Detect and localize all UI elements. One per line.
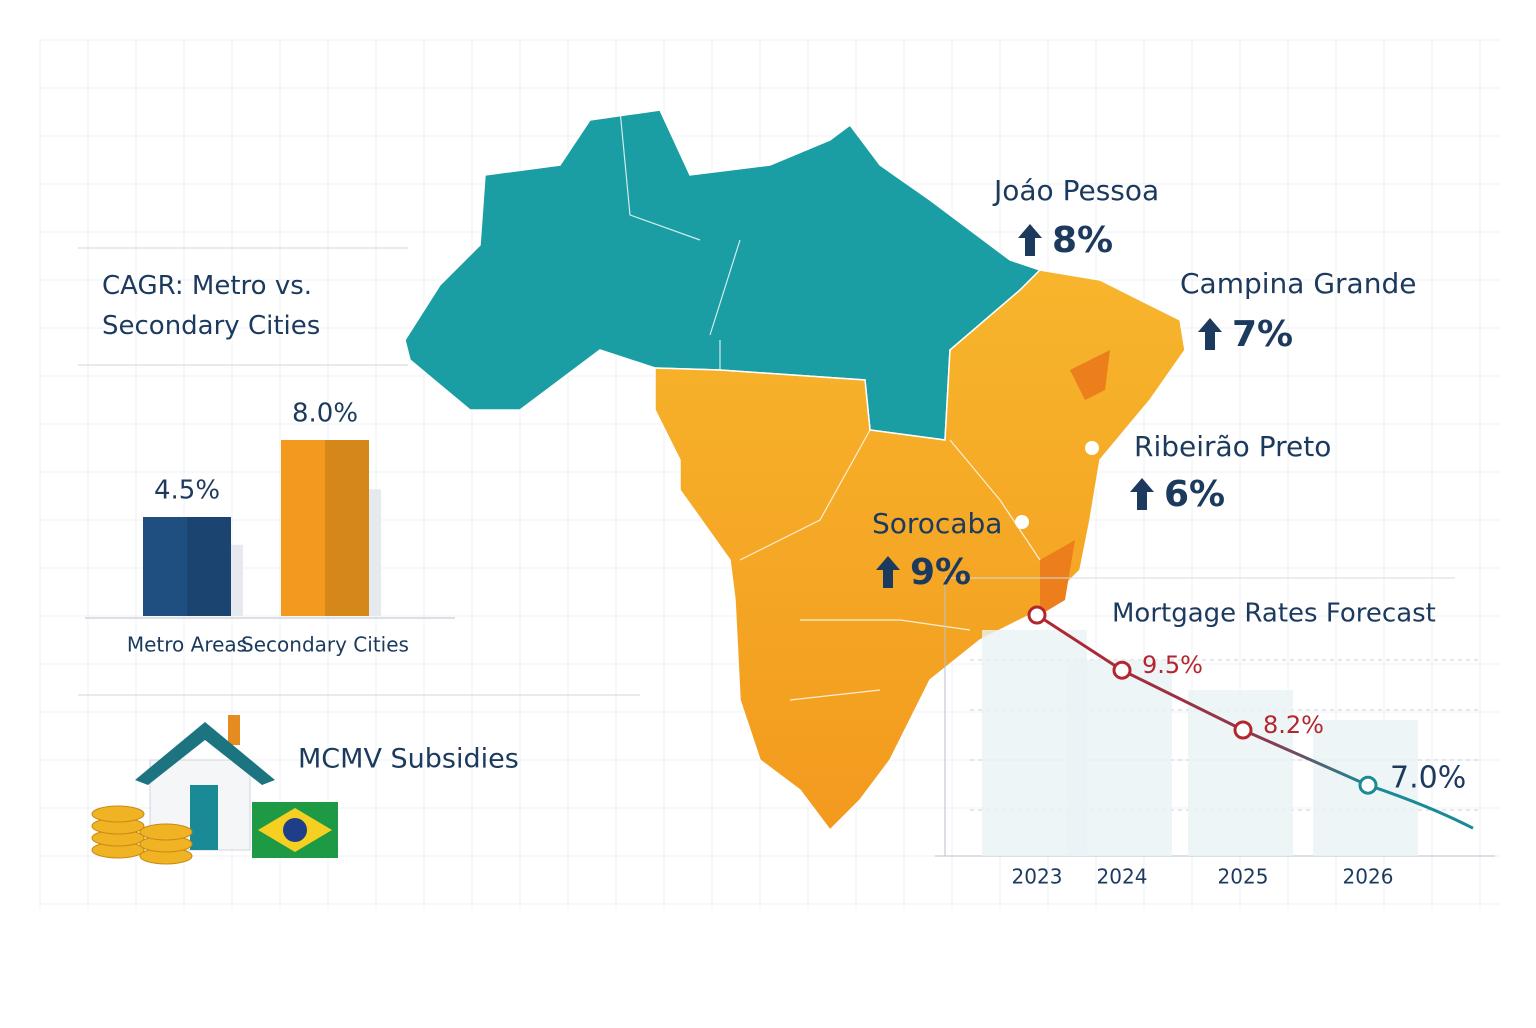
x-tick-label: Metro Areas (127, 633, 247, 657)
city-growth: 6% (1164, 474, 1225, 515)
x-tick-label: Secondary Cities (241, 633, 409, 657)
city-name: Joáo Pessoa (992, 174, 1159, 207)
x-tick-label: 2026 (1343, 865, 1394, 889)
city-dot (1085, 441, 1099, 455)
x-tick-label: 2023 (1012, 865, 1063, 889)
city-name: Ribeirão Preto (1134, 430, 1331, 463)
bar-shade (187, 517, 231, 616)
value-label: 4.5% (154, 476, 220, 506)
state-borders (619, 109, 1041, 701)
value-label: 7.0% (1390, 761, 1466, 796)
up-arrow (876, 556, 900, 588)
value-label: 8.0% (292, 399, 358, 429)
data-point (1027, 605, 1047, 625)
city-growth: 7% (1232, 314, 1293, 355)
city-name: Campina Grande (1180, 267, 1416, 300)
data-point (1233, 720, 1253, 740)
rate-line (1036, 613, 1369, 787)
chart-title: CAGR: Metro vs. Secondary Cities (102, 271, 320, 341)
city-growth: 9% (910, 552, 971, 593)
up-arrow (1130, 478, 1154, 510)
bg-bar (1067, 660, 1172, 856)
city-name: Sorocaba (872, 507, 1002, 540)
bar (143, 517, 231, 616)
value-label: 9.5% (1142, 651, 1203, 679)
bg-bar (1188, 690, 1293, 856)
bar-shade (325, 440, 369, 616)
city-dot (1015, 515, 1029, 529)
data-point (1112, 660, 1132, 680)
title-line: CAGR: Metro vs. (102, 271, 312, 301)
subsidies-label: MCMV Subsidies (298, 744, 519, 775)
house-icon (91, 715, 338, 865)
up-arrow (1018, 224, 1042, 256)
bar (281, 440, 369, 616)
value-label: 8.2% (1263, 711, 1324, 739)
up-arrow (1198, 318, 1222, 350)
chart-title: Mortgage Rates Forecast (1112, 599, 1436, 629)
brazil-map (404, 109, 1186, 832)
north-region (404, 109, 1042, 441)
x-tick-label: 2024 (1097, 865, 1148, 889)
x-tick-label: 2025 (1218, 865, 1269, 889)
state (1070, 350, 1110, 400)
data-point (1358, 775, 1378, 795)
line-tail (1367, 783, 1474, 830)
city-growth: 8% (1052, 220, 1113, 261)
title-line: Secondary Cities (102, 311, 320, 341)
